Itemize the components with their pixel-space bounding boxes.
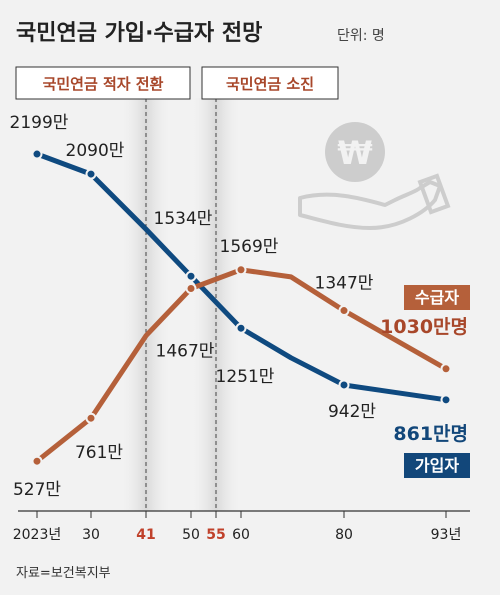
shaded-bands [120,98,242,511]
legend-subscribers: 가입자 [404,453,470,478]
point-subscribers-2050 [185,270,197,282]
series-layer [31,148,452,467]
data-label-subscribers-2060: 1251만 [216,367,275,387]
point-recipients-2060 [235,264,247,276]
shade-band-41-left [120,98,146,511]
legend-subscribers-label: 가입자 [415,456,459,475]
shade-band-41-right [146,98,172,511]
x-tick-label-50: 50 [182,527,200,543]
point-recipients-2050 [185,283,197,295]
point-recipients-2023 [31,455,43,467]
callout-label-41: 국민연금 적자 전환 [43,75,164,93]
x-tick-label-80: 80 [335,527,353,543]
recipients-end-label: 1030만명 [380,316,468,338]
unit-label: 단위: 명 [337,28,385,44]
point-subscribers-2080 [338,379,350,391]
series-line-recipients [34,267,449,464]
data-label-recipients-2080: 1347만 [315,274,374,294]
x-axis-ticks: 2023년 30 41 50 55 60 80 93년 [13,511,462,543]
point-subscribers-2030 [85,168,97,180]
data-label-recipients-2050: 1467만 [156,342,215,362]
svg-text:₩: ₩ [337,134,372,172]
legend-recipients: 수급자 [404,285,470,310]
data-label-subscribers-2050: 1534만 [154,209,213,229]
data-label-recipients-2023: 527만 [13,480,61,500]
x-tick-label-30: 30 [82,527,100,543]
callout-label-55: 국민연금 소진 [226,75,314,93]
legend-subscribers-swatch [404,453,470,478]
point-recipients-2080 [338,305,350,317]
point-subscribers-2093 [440,394,452,406]
data-labels: 2199만 2090만 1534만 1251만 942만 527만 761만 1467만 156… [10,113,377,500]
callout-box-41 [15,66,191,100]
x-tick-label-93년: 93년 [431,527,462,543]
data-label-recipients-2030: 761만 [75,443,123,463]
point-subscribers-2023 [31,148,43,160]
subscribers-end-label: 861만명 [393,423,468,445]
point-subscribers-2060 [235,322,247,334]
series-line-subscribers [34,151,449,403]
legend-recipients-swatch [404,285,470,310]
point-recipients-2093 [440,363,452,375]
chart-title: 국민연금 가입·수급자 전망 [16,21,262,46]
shade-band-55-left [190,98,216,511]
point-recipients-2030 [85,412,97,424]
callouts: 국민연금 적자 전환 국민연금 소진 [15,66,339,100]
x-tick-label-60: 60 [232,527,250,543]
x-tick-label-2023년: 2023년 [13,527,62,543]
won-coin-on-hand-icon: ₩ [298,122,451,230]
data-label-recipients-2060: 1569만 [220,237,279,257]
source-note: 자료=보건복지부 [16,566,111,581]
x-tick-label-41: 41 [136,527,155,543]
data-label-subscribers-2023: 2199만 [10,113,69,133]
data-label-subscribers-2080: 942만 [328,402,376,422]
x-tick-label-55: 55 [206,527,225,543]
legend-recipients-label: 수급자 [415,288,459,307]
callout-box-55 [201,66,339,100]
data-label-subscribers-2030: 2090만 [66,141,125,161]
